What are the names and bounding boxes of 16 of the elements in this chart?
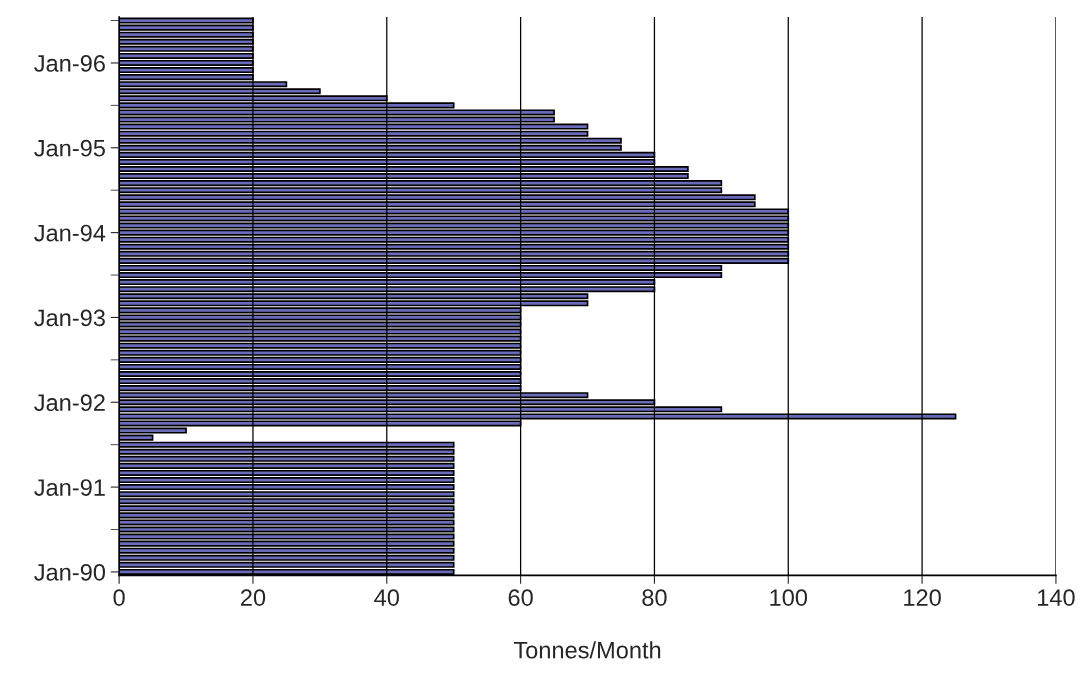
y-tick-label: Jan-91 [34, 479, 105, 496]
y-tick-label: Jan-96 [34, 55, 105, 72]
y-tick-label: Jan-94 [34, 224, 106, 242]
x-tick-label: 120 [904, 589, 941, 606]
x-tick-label: 20 [241, 589, 266, 606]
x-tick-label: 40 [374, 589, 399, 606]
y-tick-label: Jan-95 [34, 139, 105, 157]
y-tick-label: Jan-92 [34, 394, 105, 412]
x-tick-label: 100 [770, 589, 808, 606]
x-tick-label: 80 [642, 589, 667, 606]
x-axis-title: Tonnes/Month [513, 641, 661, 659]
y-tick-label: Jan-93 [34, 309, 105, 327]
x-tick-label: 0 [113, 589, 125, 606]
x-tick-label: 140 [1038, 589, 1075, 606]
x-tick-label: 60 [508, 589, 533, 606]
y-tick-label: Jan-90 [34, 563, 106, 581]
